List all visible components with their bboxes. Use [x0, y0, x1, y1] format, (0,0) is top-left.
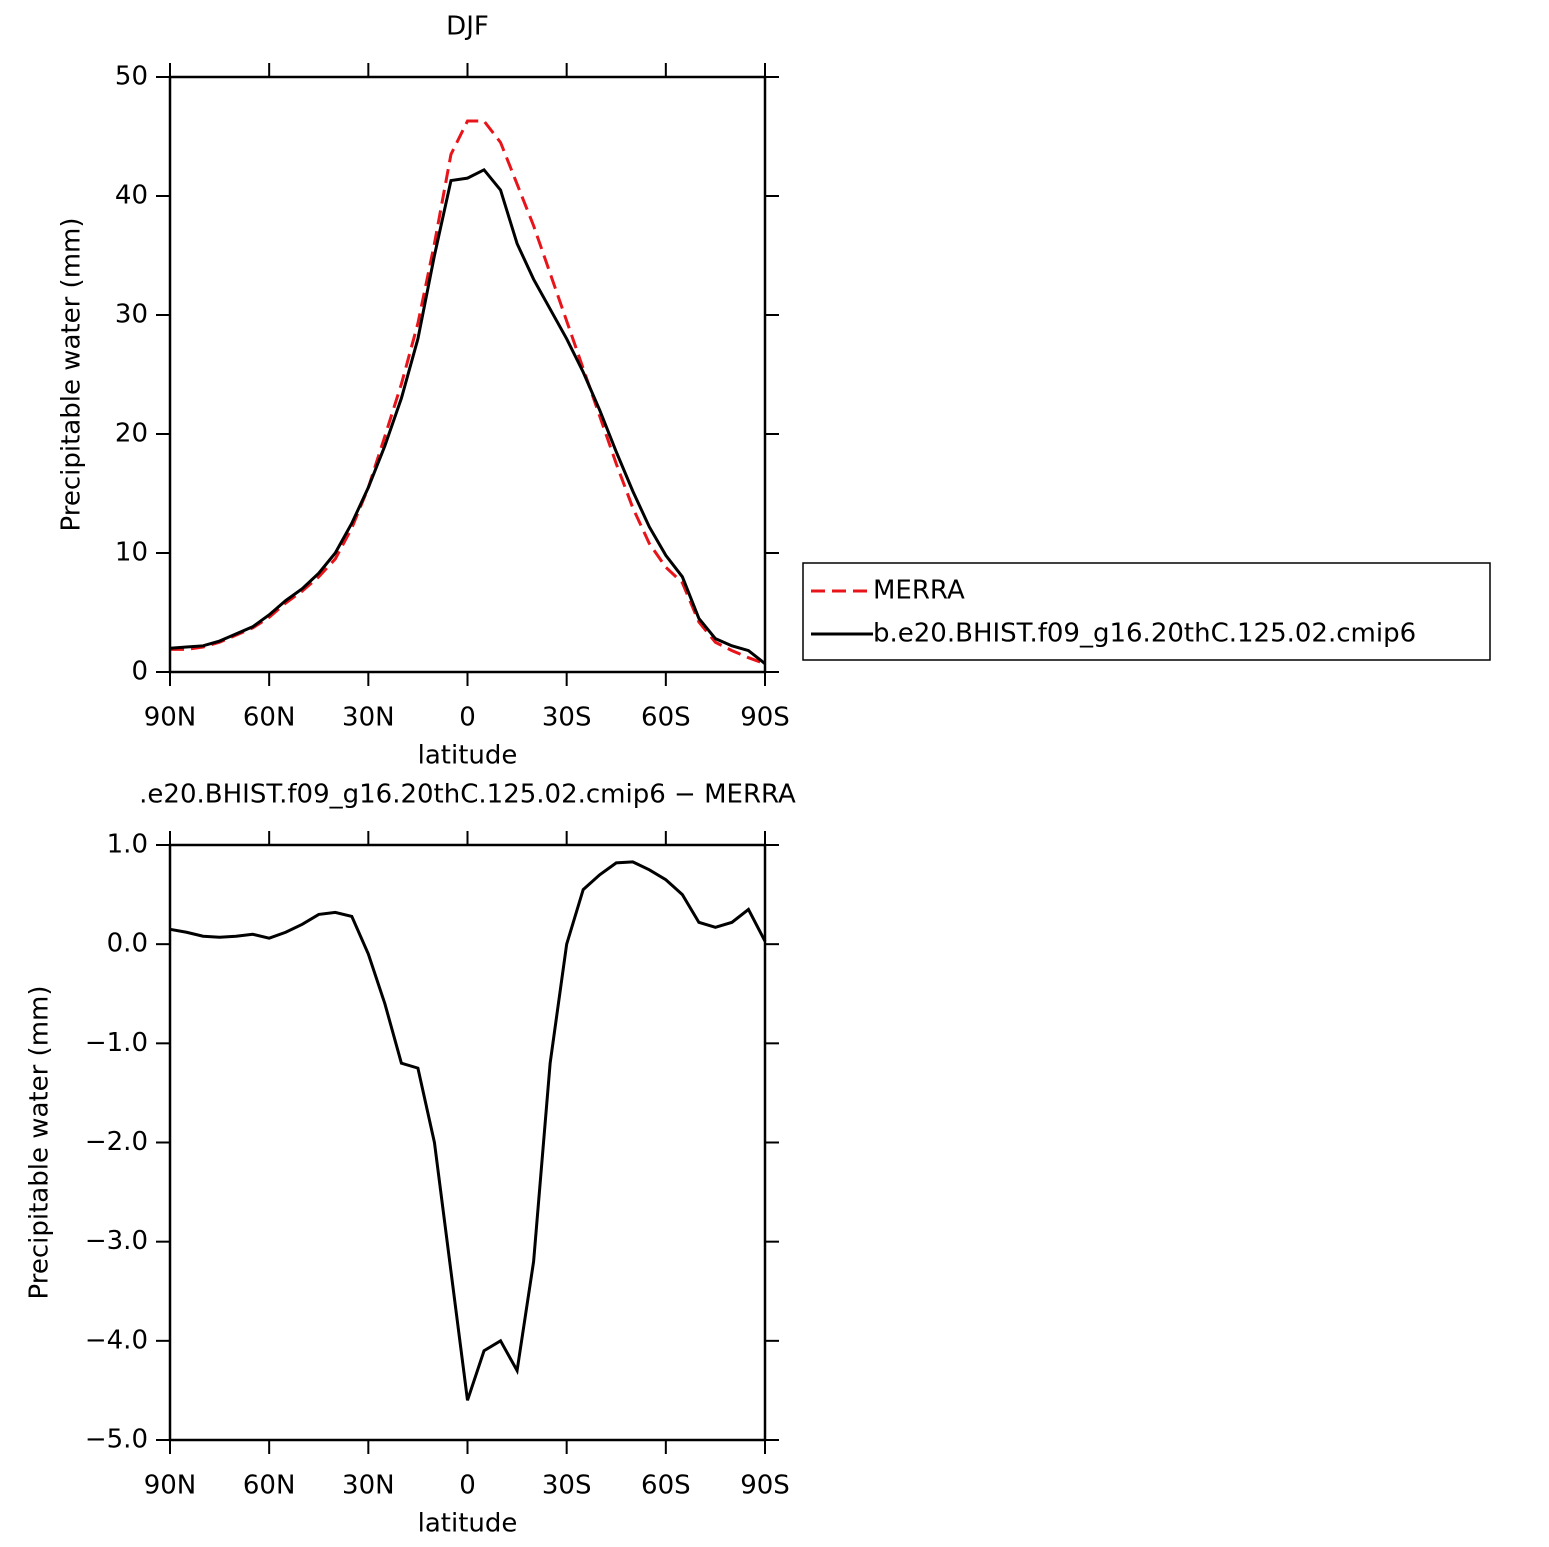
y-tick-label: −1.0: [85, 1028, 148, 1058]
y-axis-label: Precipitable water (mm): [57, 218, 87, 532]
legend-label: MERRA: [873, 576, 965, 606]
x-tick-label: 90S: [740, 1471, 790, 1501]
data-line: [169, 860, 767, 1401]
y-tick-label: 50: [115, 62, 148, 92]
legend-label: b.e20.BHIST.f09_g16.20thC.125.02.cmip6: [873, 619, 1416, 649]
x-tick-label: 0: [459, 703, 476, 733]
plot-frame: [168, 843, 767, 1442]
legend-box: [802, 562, 1491, 661]
y-tick-label: 1.0: [107, 830, 148, 860]
x-tick-label: 60S: [641, 1471, 691, 1501]
y-tick-label: 40: [115, 181, 148, 211]
x-tick-label: 60N: [243, 703, 296, 733]
chart-title: DJF: [446, 12, 489, 42]
y-tick-label: 30: [115, 300, 148, 330]
x-tick-label: 30N: [342, 1471, 395, 1501]
chart-title: .e20.BHIST.f09_g16.20thC.125.02.cmip6 − …: [139, 780, 796, 810]
x-axis-label: latitude: [418, 741, 518, 771]
x-tick-label: 30N: [342, 703, 395, 733]
x-axis-label: latitude: [418, 1509, 518, 1539]
x-tick-label: 90S: [740, 703, 790, 733]
x-tick-label: 90N: [144, 703, 197, 733]
x-tick-label: 30S: [542, 1471, 592, 1501]
x-tick-label: 0: [459, 1471, 476, 1501]
x-tick-label: 30S: [542, 703, 592, 733]
y-tick-label: 0.0: [107, 929, 148, 959]
data-line: [170, 119, 766, 666]
y-tick-label: −3.0: [85, 1226, 148, 1256]
y-tick-label: 0: [131, 657, 148, 687]
y-tick-label: −4.0: [85, 1325, 148, 1355]
y-tick-label: 10: [115, 538, 148, 568]
x-tick-label: 90N: [144, 1471, 197, 1501]
y-tick-label: 20: [115, 419, 148, 449]
y-tick-label: −2.0: [85, 1127, 148, 1157]
y-tick-label: −5.0: [85, 1425, 148, 1455]
plot-frame: [168, 75, 767, 674]
y-axis-label: Precipitable water (mm): [25, 986, 55, 1300]
x-tick-label: 60S: [641, 703, 691, 733]
data-line: [169, 167, 766, 665]
x-tick-label: 60N: [243, 1471, 296, 1501]
